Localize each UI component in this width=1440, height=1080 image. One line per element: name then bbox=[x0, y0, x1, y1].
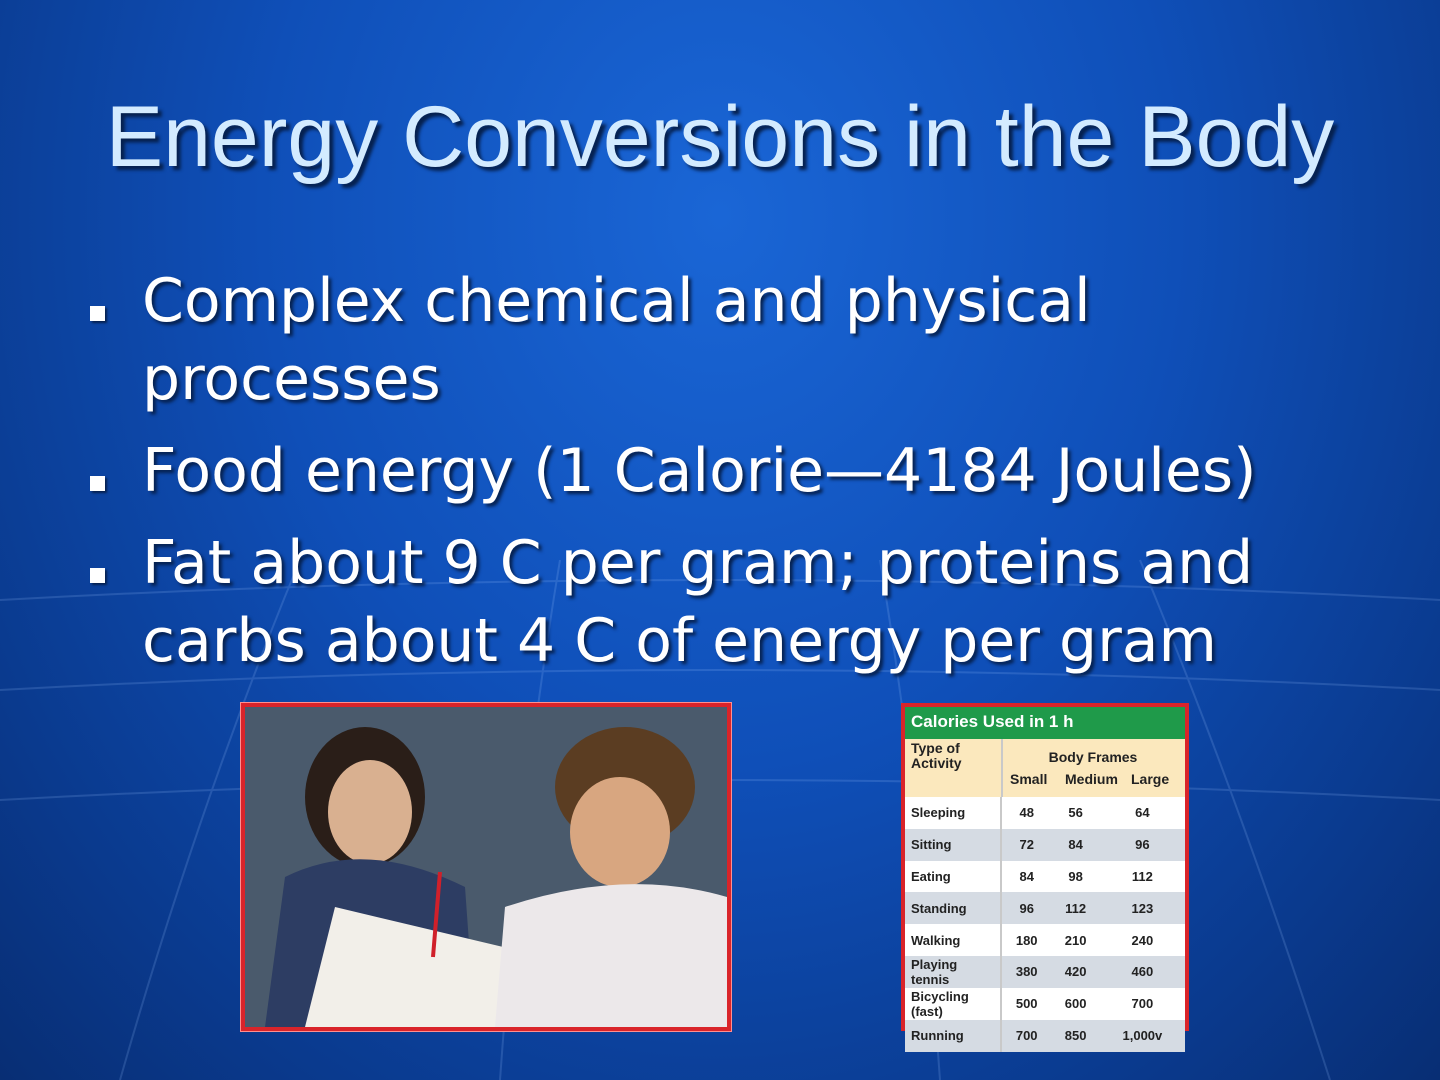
square-bullet-icon bbox=[90, 476, 105, 491]
row-header: Type of Activity bbox=[911, 740, 962, 771]
activity-cell: Walking bbox=[905, 924, 1002, 956]
bullet-text: Food energy (1 Calorie—4184 Joules) bbox=[142, 436, 1257, 506]
activity-cell: Running bbox=[905, 1019, 1002, 1052]
value-cell: 56 bbox=[1068, 805, 1083, 821]
table-header: Type of Activity Body Frames Small Mediu… bbox=[905, 739, 1185, 797]
table-caption: Calories Used in 1 h bbox=[905, 707, 1185, 739]
calories-table: Calories Used in 1 h Type of Activity Bo… bbox=[901, 703, 1189, 1052]
value-cell: 180 bbox=[1015, 932, 1038, 948]
value-cell: 700 bbox=[1015, 1028, 1038, 1044]
photo-students-writing-icon bbox=[245, 707, 727, 1027]
activity-cell: Standing bbox=[905, 892, 1002, 925]
bullet-text: Complex chemical and physical processes bbox=[142, 266, 1091, 414]
value-cell: 700 bbox=[1131, 996, 1154, 1012]
activity-cell: Bicycling (fast) bbox=[905, 987, 1002, 1020]
value-cell: 420 bbox=[1064, 964, 1087, 980]
bullet-item: Food energy (1 Calorie—4184 Joules) bbox=[86, 432, 1416, 510]
value-cell: 112 bbox=[1065, 900, 1087, 916]
value-cell: 64 bbox=[1135, 805, 1150, 821]
group-header: Body Frames bbox=[1048, 749, 1138, 765]
bullet-item: Fat about 9 C per gram; proteins and car… bbox=[86, 524, 1416, 680]
column-header: Medium bbox=[1065, 771, 1118, 787]
square-bullet-icon bbox=[90, 306, 105, 321]
value-cell: 98 bbox=[1068, 868, 1083, 884]
value-cell: 1,000v bbox=[1122, 1028, 1163, 1044]
value-cell: 380 bbox=[1015, 964, 1038, 980]
table-row: Walking 180 210 240 bbox=[905, 924, 1185, 956]
table-row: Sitting 72 84 96 bbox=[905, 828, 1185, 861]
value-cell: 84 bbox=[1068, 837, 1083, 853]
value-cell: 240 bbox=[1131, 932, 1154, 948]
activity-cell: Sleeping bbox=[905, 797, 1002, 829]
value-cell: 112 bbox=[1131, 868, 1153, 884]
value-cell: 460 bbox=[1131, 964, 1154, 980]
value-cell: 123 bbox=[1131, 900, 1154, 916]
students-photo bbox=[241, 703, 731, 1031]
column-header: Small bbox=[1010, 771, 1048, 787]
table-row: Playing tennis 380 420 460 bbox=[905, 955, 1185, 988]
table-body: Sleeping 48 56 64 Sitting 72 84 96 Eating 84 98 112… bbox=[905, 797, 1185, 1052]
table-row: Running 700 850 1,000v bbox=[905, 1019, 1185, 1052]
table-row: Bicycling (fast) 500 600 700 bbox=[905, 987, 1185, 1020]
value-cell: 600 bbox=[1064, 996, 1087, 1012]
table-row: Eating 84 98 112 bbox=[905, 860, 1185, 893]
value-cell: 84 bbox=[1019, 868, 1034, 884]
value-cell: 210 bbox=[1064, 932, 1087, 948]
table-row: Sleeping 48 56 64 bbox=[905, 797, 1185, 829]
value-cell: 72 bbox=[1019, 837, 1034, 853]
value-cell: 96 bbox=[1019, 900, 1034, 916]
bullet-text: Fat about 9 C per gram; proteins and car… bbox=[142, 528, 1254, 676]
column-header: Large bbox=[1131, 771, 1170, 787]
activity-cell: Playing tennis bbox=[905, 955, 1002, 988]
activity-cell: Eating bbox=[905, 860, 1002, 893]
activity-cell: Sitting bbox=[905, 828, 1002, 861]
slide-title: Energy Conversions in the Body bbox=[105, 89, 1335, 185]
value-cell: 96 bbox=[1135, 837, 1150, 853]
bullet-list: Complex chemical and physical processes … bbox=[86, 262, 1416, 694]
value-cell: 850 bbox=[1064, 1028, 1087, 1044]
table-row: Standing 96 112 123 bbox=[905, 892, 1185, 925]
value-cell: 48 bbox=[1019, 805, 1034, 821]
square-bullet-icon bbox=[90, 568, 105, 583]
bullet-item: Complex chemical and physical processes bbox=[86, 262, 1416, 418]
value-cell: 500 bbox=[1015, 996, 1038, 1012]
